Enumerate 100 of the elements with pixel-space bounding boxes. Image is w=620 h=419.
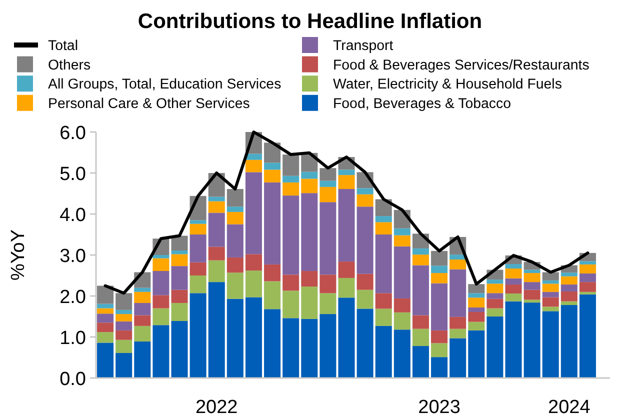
bar	[579, 261, 596, 264]
x-tick-label: 2023	[418, 397, 460, 418]
bar	[190, 293, 206, 378]
bar	[97, 314, 114, 323]
bar	[226, 257, 244, 273]
bar	[486, 298, 504, 308]
bar	[412, 328, 429, 346]
bar	[320, 202, 336, 275]
bar	[375, 293, 392, 309]
bar	[524, 290, 540, 300]
bar	[301, 286, 318, 319]
bar	[264, 170, 281, 182]
y-tick-label: 3.0	[60, 246, 86, 267]
bar	[152, 258, 170, 271]
bar	[560, 276, 578, 285]
bar	[134, 292, 151, 303]
bar	[431, 283, 448, 330]
y-tick-label: 4.0	[60, 205, 86, 226]
bar	[356, 274, 374, 290]
bar	[338, 188, 355, 262]
bar	[116, 310, 132, 314]
bar	[171, 236, 188, 250]
bar	[356, 290, 374, 309]
bar	[450, 260, 466, 270]
bar	[301, 318, 318, 378]
bar	[264, 309, 281, 378]
bar	[468, 293, 485, 298]
bar	[356, 206, 374, 274]
bar	[375, 308, 392, 326]
bar	[560, 284, 578, 292]
bar	[301, 178, 318, 194]
bar	[320, 180, 336, 187]
bar	[560, 301, 578, 306]
bar	[190, 262, 206, 276]
bar	[116, 352, 132, 378]
bar	[171, 250, 188, 254]
bar	[282, 290, 300, 318]
bar	[226, 212, 244, 224]
bar	[97, 342, 114, 378]
y-tick-label: 5.0	[60, 164, 86, 185]
bar	[542, 284, 559, 292]
bar	[171, 254, 188, 266]
bar	[226, 206, 244, 212]
bar	[97, 332, 114, 343]
bar	[579, 264, 596, 274]
bar	[431, 266, 448, 274]
bar	[450, 328, 466, 338]
bar	[134, 315, 151, 326]
bar	[542, 272, 559, 280]
bar	[394, 246, 410, 298]
bar	[301, 270, 318, 287]
bar	[468, 312, 485, 322]
bar	[375, 326, 392, 378]
bar	[301, 172, 318, 179]
legend-label: Others	[48, 57, 91, 74]
bar	[468, 330, 485, 378]
bar	[97, 286, 114, 304]
bar	[394, 228, 410, 236]
bar	[356, 194, 374, 207]
bar	[171, 290, 188, 303]
bar	[524, 302, 540, 378]
bar	[226, 224, 244, 258]
bar	[542, 292, 559, 298]
bar	[505, 284, 522, 294]
bar	[356, 188, 374, 194]
bar	[412, 254, 429, 266]
y-tick-label: 1.0	[60, 328, 86, 349]
bar	[264, 162, 281, 170]
bar	[394, 298, 410, 312]
bar	[245, 270, 262, 298]
x-tick-label: 2022	[195, 397, 238, 418]
bar	[226, 298, 244, 378]
bar	[116, 321, 132, 330]
bar	[226, 188, 244, 207]
bar	[560, 272, 578, 276]
bar	[524, 273, 540, 282]
bar	[245, 172, 262, 254]
bar	[245, 297, 262, 378]
bar	[505, 278, 522, 285]
bar	[208, 212, 225, 247]
bar	[134, 326, 151, 342]
bar	[208, 282, 225, 378]
bar	[579, 292, 596, 294]
bar	[486, 284, 504, 294]
bar	[450, 338, 466, 378]
bar	[282, 154, 300, 176]
bar	[560, 291, 578, 302]
bar	[412, 315, 429, 329]
bar	[505, 268, 522, 278]
bar	[486, 316, 504, 378]
legend-label: Water, Electricity & Household Fuels	[333, 76, 562, 93]
bar	[282, 274, 300, 291]
bar	[282, 176, 300, 182]
legend-label: Food & Beverages Services/Restaurants	[333, 57, 590, 74]
bar	[394, 330, 410, 378]
bar	[245, 154, 262, 160]
bar	[486, 293, 504, 299]
bar	[116, 314, 132, 322]
bar	[338, 170, 355, 176]
bar	[524, 270, 540, 274]
